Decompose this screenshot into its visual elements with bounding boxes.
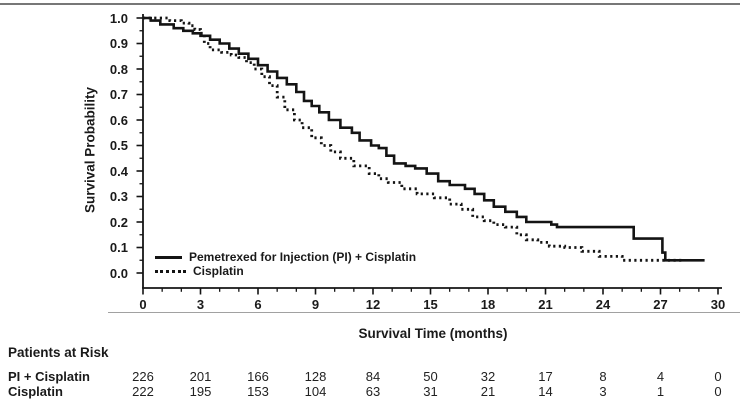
- solid-line-swatch: [155, 255, 182, 259]
- scan-artifact-line-middle: [108, 312, 740, 314]
- survival-curve-dotted: [143, 16, 682, 262]
- risk-row-label-cisplatin: Cisplatin: [8, 384, 63, 399]
- legend-label-cisplatin: Cisplatin: [193, 264, 244, 278]
- y-axis-title: Survival Probability: [82, 86, 98, 214]
- legend: Pemetrexed for Injection (PI) + Cisplati…: [155, 250, 416, 278]
- dotted-line-swatch: [155, 269, 186, 273]
- scan-artifact-line-top: [0, 3, 740, 5]
- risk-row-label-pi-cisplatin: PI + Cisplatin: [8, 369, 90, 384]
- legend-item-cisplatin: Cisplatin: [155, 264, 416, 278]
- x-axis-title: Survival Time (months): [358, 326, 508, 341]
- legend-item-pi-cisplatin: Pemetrexed for Injection (PI) + Cisplati…: [155, 250, 416, 264]
- survival-curve-solid: [143, 16, 705, 262]
- risk-table-title: Patients at Risk: [8, 345, 109, 360]
- legend-label-pi-cisplatin: Pemetrexed for Injection (PI) + Cisplati…: [189, 250, 417, 264]
